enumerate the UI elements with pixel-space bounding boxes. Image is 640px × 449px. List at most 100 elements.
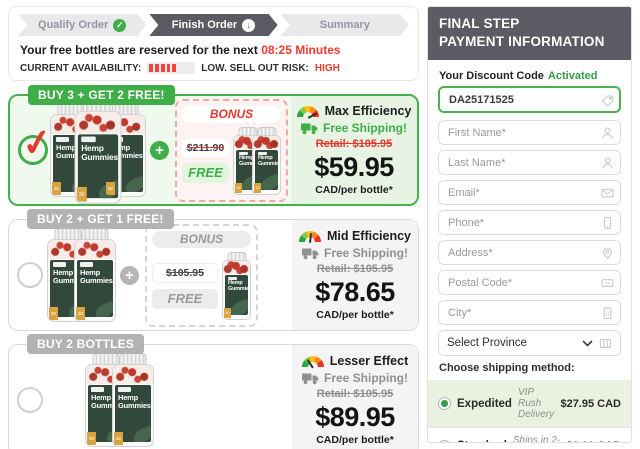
free-shipping-label: Free Shipping!	[324, 246, 408, 260]
city-input[interactable]	[438, 300, 621, 326]
pin-icon	[601, 246, 614, 260]
brand-logo	[228, 277, 237, 280]
bottle-label: Hemp Gummies	[56, 143, 89, 161]
bottle-image: Hemp Gummies 30	[74, 98, 122, 204]
step-finish-order[interactable]: Finish Order ↓	[149, 14, 277, 36]
offer-buy2[interactable]: BUY 2 BOTTLES Hemp Gummies 30	[8, 334, 419, 449]
offer-price-panel: Mid Efficiency Free Shipping! Retail: $1…	[292, 220, 418, 330]
step-qualify-order[interactable]: Qualify Order ✓	[18, 14, 146, 36]
offers-column: Qualify Order ✓ Finish Order ↓ Summary Y…	[8, 6, 419, 449]
truck-icon	[302, 248, 319, 259]
bonus-box: BONUS $211.90 FREE Hemp Gummies 3	[175, 98, 288, 202]
address-input[interactable]	[438, 240, 621, 266]
radio-icon[interactable]	[438, 439, 451, 442]
postal-code-input[interactable]	[438, 270, 621, 296]
offer-price-panel: Lesser Effect Free Shipping! Retail: $10…	[292, 345, 418, 449]
bonus-box: BONUS $105.95 FREE Hemp Gummies 3	[145, 223, 258, 327]
final-step-title: FINAL STEP	[439, 16, 520, 31]
brand-logo	[56, 137, 69, 143]
count-badge: 30	[254, 182, 261, 193]
discount-code-label: Your Discount Code Activated	[439, 70, 598, 83]
offer-radio-selected[interactable]: ✓	[18, 120, 55, 165]
offer-buy3-get2[interactable]: BUY 3 + GET 2 FREE! ✓ Hemp Gummies 30	[8, 85, 419, 206]
efficiency-gauge-icon	[298, 230, 321, 243]
brand-logo	[258, 152, 267, 155]
phone-icon	[601, 216, 614, 229]
timer-text: Your free bottles are reserved for the n…	[20, 43, 258, 57]
free-shipping-label: Free Shipping!	[324, 371, 408, 385]
shipping-name: Standard	[457, 440, 507, 442]
province-select-value: Select Province	[447, 337, 527, 350]
radio-selected-icon[interactable]	[438, 397, 451, 411]
offer-price-panel: Max Efficiency Free Shipping! Retail: $1…	[291, 96, 417, 204]
brand-logo	[118, 387, 131, 393]
count-badge: 30	[235, 182, 242, 193]
brand-logo	[53, 262, 66, 268]
price-unit: CAD/per bottle*	[316, 309, 394, 321]
free-shipping-label: Free Shipping!	[323, 121, 407, 135]
efficiency-label: Mid Efficiency	[326, 229, 412, 243]
bonus-old-price: $211.90	[182, 138, 229, 157]
payment-sidebar: FINAL STEP PAYMENT INFORMATION Your Disc…	[427, 6, 632, 443]
offer-price: $59.95	[314, 152, 394, 182]
shipping-name: Expedited	[457, 397, 512, 410]
bonus-label: BONUS	[152, 230, 251, 248]
offer-price: $89.95	[315, 402, 395, 432]
brand-logo	[91, 387, 104, 393]
chevron-down-icon	[582, 340, 593, 347]
product-bottles-image: Hemp Gummies 30 Hemp Gummies 30	[47, 228, 116, 322]
bottle-label: Hemp Gummies	[258, 155, 278, 167]
retail-price: Retail: $105.95	[316, 388, 394, 400]
shipping-detail: Ships in 2-3 Days	[512, 435, 561, 443]
progress-steps: Qualify Order ✓ Finish Order ↓ Summary	[18, 14, 409, 36]
offer-radio[interactable]	[17, 262, 43, 288]
sellout-risk-label: LOW. SELL OUT RISK:	[201, 62, 309, 74]
bonus-free-label: FREE	[152, 288, 218, 309]
availability-meter	[147, 62, 196, 74]
brand-logo	[81, 136, 96, 143]
truck-icon	[302, 373, 319, 384]
discount-code-field	[438, 86, 621, 115]
tag-icon	[601, 94, 614, 107]
check-circle-icon: ✓	[113, 19, 126, 32]
shipping-detail: VIP Rush Delivery	[517, 387, 555, 421]
timer-countdown: 08:25 Minutes	[261, 43, 341, 57]
bottle-label: Hemp Gummies	[53, 268, 86, 286]
bottle-label: Hemp Gummies	[91, 393, 124, 411]
product-bottles-image: Hemp Gummies 30 Hemp Gummies 30	[50, 98, 146, 204]
phone-input[interactable]	[438, 210, 621, 236]
bonus-bottles-image: Hemp Gummies 30	[222, 251, 251, 320]
availability-label: CURRENT AVAILABILITY:	[20, 62, 142, 74]
down-arrow-icon: ↓	[242, 19, 255, 32]
count-badge: 30	[76, 186, 87, 202]
email-input[interactable]	[438, 180, 621, 206]
bottle-label: Hemp Gummies	[81, 143, 118, 163]
offer-badge: BUY 3 + GET 2 FREE!	[28, 85, 175, 105]
shipping-method-label: Choose shipping method:	[439, 362, 575, 375]
offer-radio[interactable]	[17, 387, 43, 413]
shipping-price: $0.00 CAD	[567, 440, 621, 442]
count-badge: 30	[52, 182, 61, 195]
bottle-label: Hemp Gummies	[80, 268, 113, 286]
last-name-input[interactable]	[438, 150, 621, 176]
first-name-input[interactable]	[438, 120, 621, 146]
province-select[interactable]: Select Province	[438, 330, 621, 357]
count-badge: 30	[106, 182, 115, 195]
bonus-bottles-image: Hemp Gummies 30 Hemp Gummies 30	[233, 126, 281, 195]
shipping-option-standard[interactable]: Standard Ships in 2-3 Days $0.00 CAD	[428, 427, 631, 443]
urgency-box: Qualify Order ✓ Finish Order ↓ Summary Y…	[8, 6, 419, 81]
payment-information-title: PAYMENT INFORMATION	[439, 34, 605, 50]
bottle-label: Hemp Gummies	[228, 280, 248, 292]
retail-price: Retail: $105.95	[315, 138, 393, 150]
discount-code-input[interactable]	[438, 86, 621, 114]
bottle-label: Hemp Gummies	[118, 393, 151, 411]
step-summary[interactable]: Summary	[281, 14, 409, 36]
offer-buy2-get1[interactable]: BUY 2 + GET 1 FREE! Hemp Gummies 30	[8, 209, 419, 331]
plus-icon: +	[150, 140, 169, 160]
truck-icon	[301, 123, 318, 134]
person-icon	[601, 126, 614, 139]
bonus-old-price: $105.95	[152, 262, 218, 283]
offer-price: $78.65	[315, 277, 395, 307]
shipping-option-expedited[interactable]: Expedited VIP Rush Delivery $27.95 CAD	[428, 380, 631, 428]
